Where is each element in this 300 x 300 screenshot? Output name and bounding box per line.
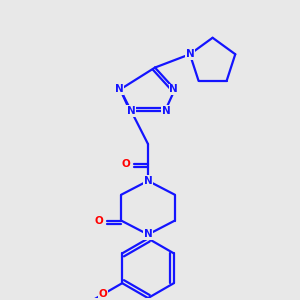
Text: N: N — [185, 49, 194, 59]
Text: N: N — [144, 176, 152, 186]
Text: N: N — [127, 106, 136, 116]
Text: N: N — [161, 106, 170, 116]
Text: O: O — [99, 289, 108, 299]
Text: N: N — [169, 84, 178, 94]
Text: O: O — [122, 159, 130, 169]
Text: N: N — [144, 230, 152, 239]
Text: O: O — [95, 216, 104, 226]
Text: N: N — [115, 84, 124, 94]
